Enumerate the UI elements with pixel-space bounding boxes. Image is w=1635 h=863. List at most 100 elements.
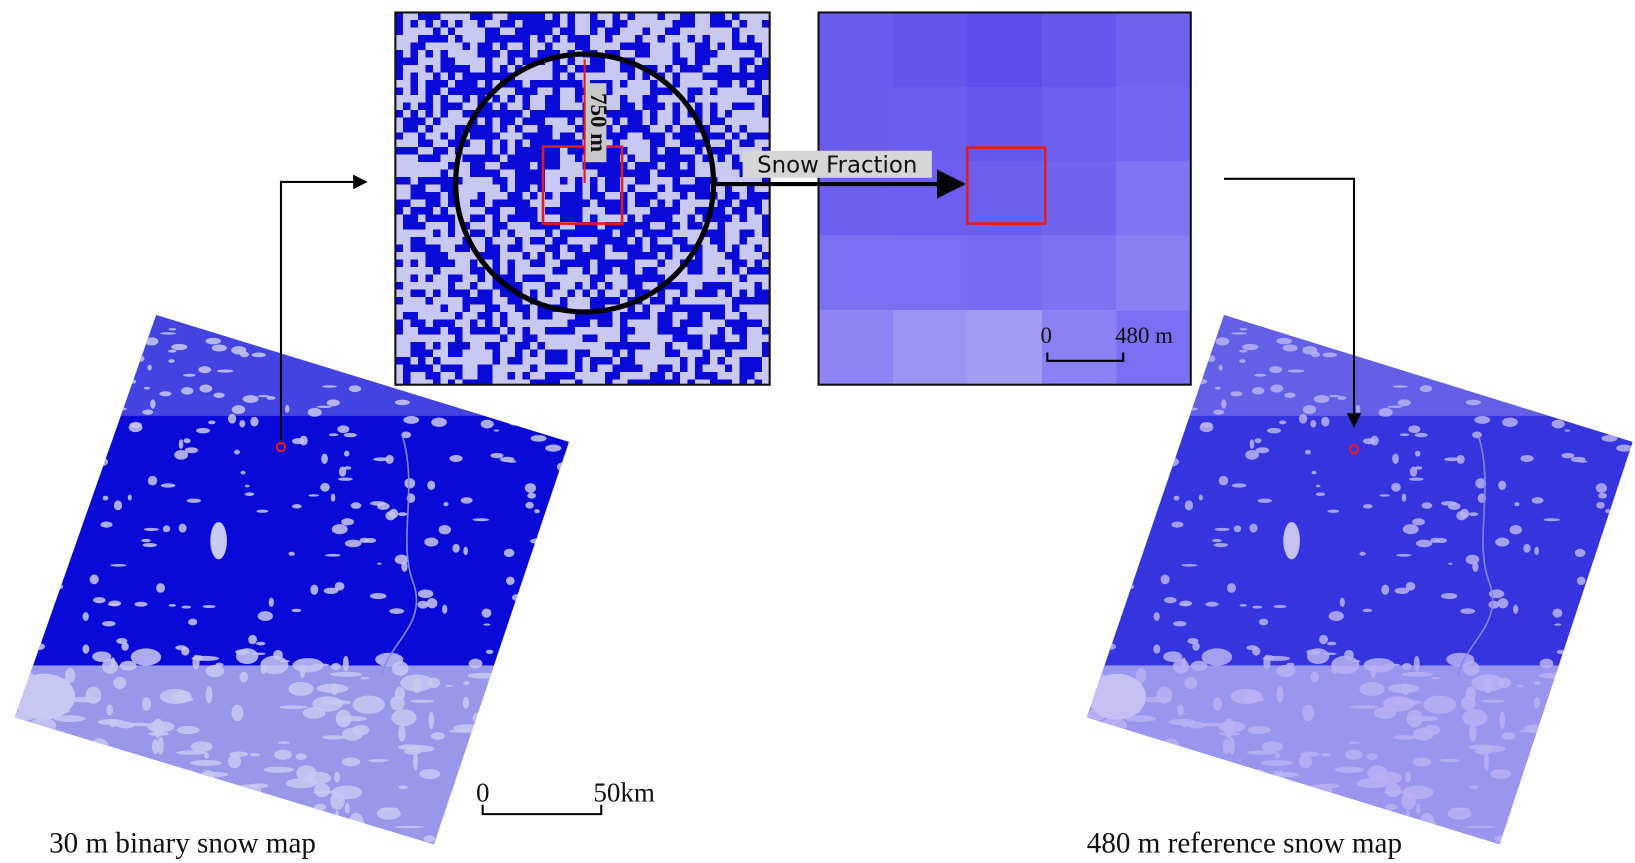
snow-free-patch: [285, 405, 289, 413]
snow-free-patch: [1254, 374, 1266, 377]
snow-free-patch: [1573, 738, 1586, 748]
snow-free-patch: [31, 418, 46, 427]
snow-free-patch: [1592, 412, 1605, 419]
snow-free-patch: [1540, 659, 1554, 669]
snow-free-patch: [1515, 807, 1522, 822]
snow-free-patch: [556, 498, 564, 502]
snow-free-patch: [1604, 300, 1616, 308]
snow-free-patch: [111, 657, 116, 668]
snow-free-patch: [1247, 726, 1270, 734]
snow-free-patch: [1393, 735, 1416, 739]
snow-free-patch: [413, 752, 418, 771]
snow-free-patch: [1466, 400, 1481, 406]
snow-free-patch: [1523, 544, 1530, 553]
snow-free-patch: [8, 494, 16, 497]
snow-free-patch: [1469, 744, 1494, 750]
snow-free-patch: [395, 687, 405, 701]
snow-free-patch: [1619, 793, 1635, 802]
snow-free-patch: [1387, 335, 1399, 344]
snow-free-patch: [1356, 405, 1360, 413]
snow-free-patch: [1243, 691, 1260, 703]
snow-free-patch: [1566, 383, 1574, 390]
snow-free-patch: [1177, 704, 1184, 715]
snow-free-patch: [537, 554, 551, 562]
snow-free-patch: [1606, 697, 1629, 708]
snow-free-patch: [229, 751, 248, 756]
snow-free-patch: [1466, 687, 1476, 701]
snow-free-patch: [1312, 471, 1317, 475]
snow-free-patch: [1606, 828, 1622, 835]
snow-free-patch: [124, 807, 144, 812]
snow-free-patch: [1567, 857, 1594, 863]
snow-free-patch: [42, 802, 75, 810]
snow-free-patch: [1270, 783, 1298, 795]
fraction-cell: [819, 310, 894, 385]
snow-free-patch: [239, 672, 248, 683]
snow-free-patch: [519, 629, 525, 636]
snow-free-patch: [445, 685, 453, 687]
snow-free-patch: [1182, 657, 1187, 668]
snow-free-patch: [168, 350, 176, 353]
fraction-cell: [819, 236, 894, 311]
snow-free-patch: [1607, 347, 1615, 350]
snow-free-patch: [199, 384, 212, 392]
snow-free-patch: [453, 724, 482, 731]
snow-free-patch: [1230, 391, 1242, 396]
snow-free-patch: [1148, 434, 1156, 441]
snow-free-patch: [25, 348, 36, 357]
snow-free-patch: [45, 792, 75, 797]
snow-free-patch: [11, 801, 15, 809]
snow-free-patch: [1448, 503, 1461, 510]
snow-free-patch: [1269, 366, 1282, 373]
snow-free-patch: [118, 357, 133, 367]
snow-free-patch: [1234, 525, 1241, 532]
snow-free-patch: [1062, 832, 1086, 839]
snow-free-patch: [398, 744, 423, 750]
snow-free-patch: [183, 374, 195, 377]
snow-free-patch: [1545, 753, 1571, 767]
snow-free-patch: [496, 395, 506, 399]
snow-free-patch: [1535, 789, 1567, 794]
snow-free-patch: [431, 418, 447, 427]
snow-free-patch: [341, 518, 354, 525]
snow-free-patch: [438, 836, 471, 843]
snow-free-patch: [215, 786, 226, 791]
snow-free-patch: [158, 737, 164, 755]
snow-free-patch: [1406, 582, 1416, 591]
snow-free-patch: [308, 408, 322, 417]
snow-free-patch: [100, 403, 111, 408]
snow-free-patch: [472, 712, 489, 724]
snow-free-patch: [545, 445, 561, 452]
snow-free-patch: [47, 522, 53, 528]
snow-free-patch: [278, 741, 290, 743]
snow-free-patch: [488, 730, 515, 740]
snow-free-patch: [338, 478, 353, 481]
snow-free-patch: [1200, 423, 1214, 432]
snow-free-patch: [1553, 608, 1563, 617]
snow-free-patch: [1196, 776, 1228, 784]
snow-free-patch: [438, 825, 459, 840]
snow-free-patch: [1182, 398, 1193, 404]
snow-free-patch: [494, 429, 500, 431]
snow-free-patch: [1328, 808, 1342, 818]
snow-free-patch: [424, 538, 438, 547]
snow-free-patch: [1072, 713, 1096, 730]
snow-free-patch: [1262, 741, 1284, 752]
snow-free-patch: [534, 509, 540, 513]
snow-free-patch: [29, 718, 56, 734]
snow-free-patch: [554, 826, 572, 841]
snow-free-patch: [345, 540, 362, 548]
snow-free-patch: [1593, 388, 1601, 391]
snow-free-patch: [431, 389, 442, 396]
fraction-cell: [819, 87, 894, 162]
snow-free-patch: [1567, 395, 1577, 399]
snow-free-patch: [1099, 735, 1126, 753]
snow-free-patch: [342, 757, 361, 766]
snow-free-patch: [78, 367, 86, 372]
snow-free-patch: [331, 494, 336, 502]
snow-free-patch: [1240, 328, 1248, 330]
snow-free-patch: [1309, 798, 1315, 801]
snow-free-patch: [279, 705, 307, 709]
snow-free-patch: [1305, 450, 1311, 455]
snow-free-patch: [1398, 399, 1411, 406]
